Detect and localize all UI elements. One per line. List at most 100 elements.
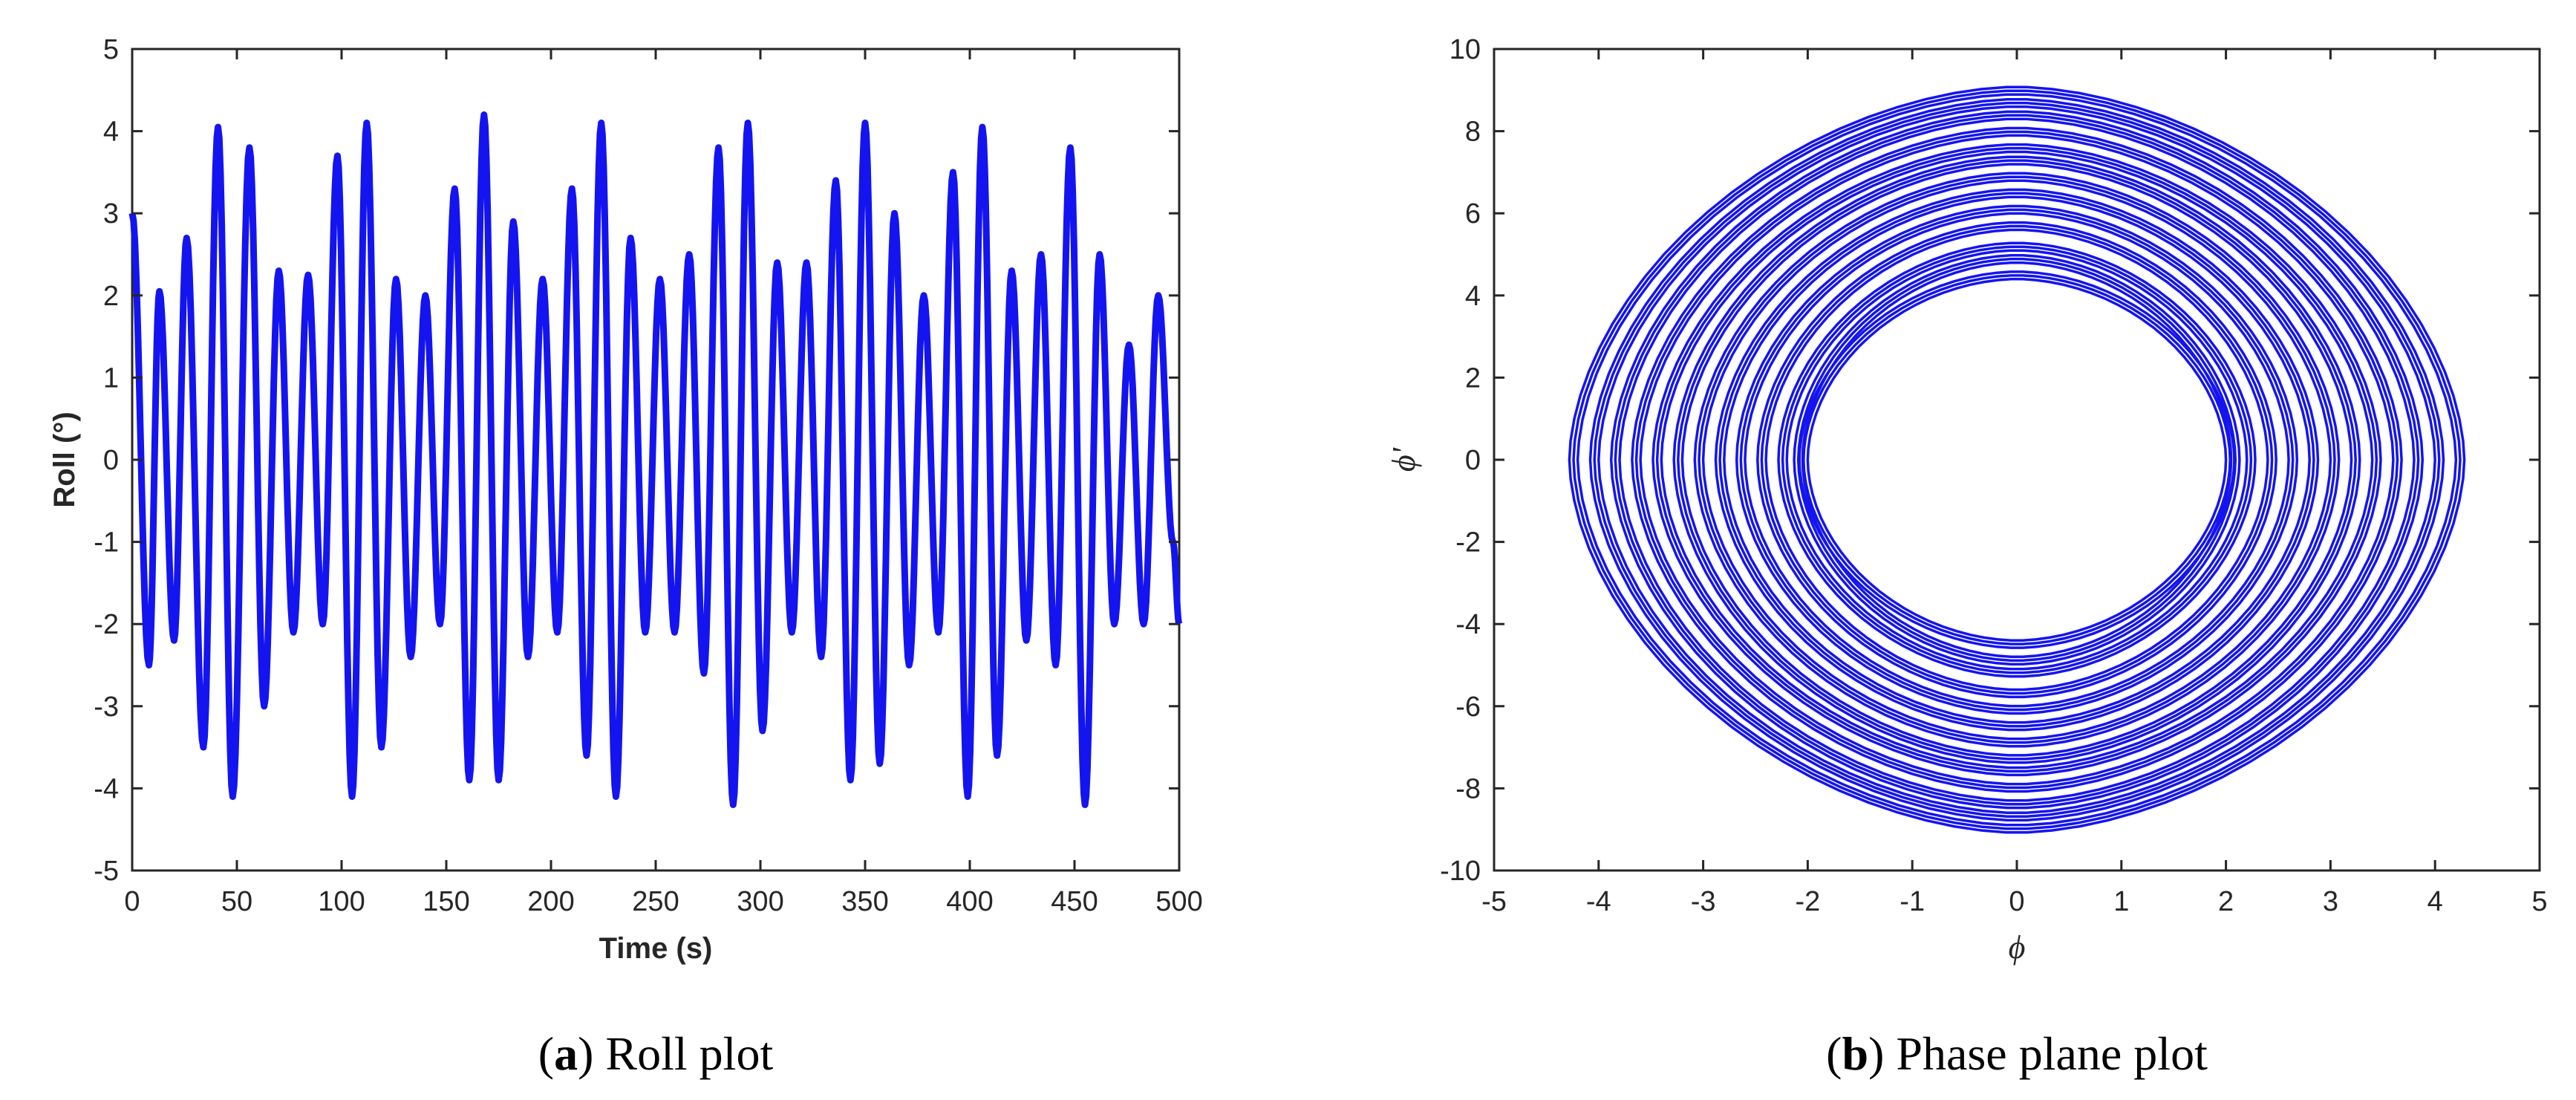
phase-orbit (1651, 143, 2382, 777)
roll-x-tick-label: 0 (124, 886, 140, 917)
phase-series (1568, 85, 2466, 834)
phase-orbit (1718, 192, 2315, 728)
roll-x-tick-label: 100 (318, 886, 365, 917)
phase-orbit (1677, 159, 2357, 761)
roll-y-tick-label: -5 (94, 856, 119, 887)
phase-orbit (1634, 130, 2399, 790)
roll-y-tick-label: -3 (94, 691, 119, 723)
roll-y-tick-label: -1 (94, 527, 119, 559)
phase-y-axis-label: ϕ' (1386, 446, 1422, 472)
phase-orbit (1781, 245, 2253, 674)
phase-x-tick-label: 3 (2323, 886, 2338, 917)
roll-x-tick-label: 450 (1051, 886, 1098, 917)
phase-orbit (1660, 150, 2374, 769)
phase-orbit (1796, 258, 2237, 662)
roll-y-tick-label: 1 (103, 362, 119, 394)
phase-y-tick-label: 8 (1465, 117, 1481, 148)
roll-x-tick-label: 150 (423, 886, 469, 917)
phase-orbit (1597, 105, 2436, 815)
phase-orbit (1735, 204, 2299, 715)
phase-orbit (1777, 241, 2257, 678)
phase-orbit (1680, 163, 2353, 757)
phase-orbit (1631, 126, 2403, 793)
roll-series (128, 111, 1183, 808)
roll-x-tick-label: 50 (221, 886, 252, 917)
roll-y-tick-label: 0 (103, 445, 119, 476)
phase-orbit (1744, 212, 2290, 708)
roll-x-tick-label: 500 (1155, 886, 1202, 917)
phase-caption-letter: b (1842, 1027, 1868, 1080)
phase-x-ticks: -5 -4 -3 -2 -1 0 1 2 3 4 5 (1481, 49, 2548, 917)
phase-y-tick-label: -6 (1455, 691, 1481, 723)
phase-orbit (1793, 254, 2241, 665)
phase-orbit (1655, 146, 2378, 773)
phase-x-tick-label: -2 (1796, 886, 1821, 917)
phase-y-tick-label: 4 (1465, 281, 1481, 312)
phase-y-tick-label: 2 (1465, 362, 1481, 394)
phase-x-tick-label: 1 (2113, 886, 2129, 917)
phase-y-tick-label: 6 (1465, 198, 1481, 230)
phase-x-tick-label: -4 (1586, 886, 1611, 917)
phase-orbit (1576, 93, 2458, 827)
roll-x-tick-label: 200 (527, 886, 574, 917)
phase-x-tick-label: 0 (2009, 886, 2024, 917)
roll-x-tick-label: 250 (632, 886, 679, 917)
phase-orbit (1568, 85, 2466, 834)
phase-orbit (1806, 278, 2228, 642)
phase-x-tick-label: 4 (2427, 886, 2443, 917)
phase-orbit (1609, 110, 2425, 810)
roll-y-ticks: -5 -4 -3 -2 -1 0 1 2 3 4 5 (94, 34, 1179, 887)
phase-orbit (1614, 114, 2420, 806)
roll-x-tick-label: 300 (737, 886, 783, 917)
phase-orbit (1588, 98, 2445, 821)
phase-x-tick-label: -1 (1900, 886, 1925, 917)
phase-orbit (1760, 224, 2274, 695)
phase-x-axis-label: ϕ (2009, 929, 2026, 966)
roll-chart: 0 50 100 150 200 250 300 350 400 450 500 -5-4-3-2-… (48, 34, 1203, 965)
phase-orbit (1639, 134, 2395, 786)
phase-orbit (1756, 221, 2277, 699)
phase-y-tick-label: -4 (1455, 609, 1481, 640)
phase-orbit (1701, 179, 2332, 741)
phase-y-tick-label: -10 (1440, 856, 1481, 887)
phase-plot-area (1493, 48, 2541, 872)
roll-x-axis-label: Time (s) (599, 932, 713, 965)
phase-x-tick-label: 2 (2218, 886, 2234, 917)
roll-caption: (a) Roll plot (538, 1027, 774, 1080)
phase-y-tick-label: -8 (1455, 773, 1481, 804)
phase-y-ticks: -10 -8 -6 -4 -2 0 2 4 6 8 10 (1440, 34, 2540, 887)
roll-y-tick-label: 4 (103, 117, 119, 148)
phase-x-tick-label: -3 (1691, 886, 1716, 917)
phase-orbit (1693, 172, 2341, 748)
roll-y-tick-label: 3 (103, 198, 119, 230)
roll-y-tick-label: 5 (103, 34, 119, 65)
phase-orbit (1593, 102, 2441, 818)
roll-x-ticks: 0 50 100 150 200 250 300 350 400 450 500 (124, 49, 1203, 917)
phase-orbit (1672, 155, 2361, 764)
phase-orbit (1572, 89, 2462, 830)
phase-orbit (1618, 117, 2416, 802)
phase-orbit (1714, 188, 2320, 732)
roll-caption-text: Roll plot (593, 1027, 773, 1080)
roll-caption-letter: a (554, 1027, 578, 1080)
phase-orbit (1723, 195, 2311, 724)
phase-orbit (1785, 249, 2249, 671)
roll-y-tick-label: 2 (103, 281, 119, 312)
phase-orbit (1801, 261, 2233, 659)
phase-y-tick-label: -2 (1455, 527, 1481, 559)
roll-y-tick-label: -4 (94, 773, 119, 804)
roll-y-tick-label: -2 (94, 609, 119, 640)
roll-x-tick-label: 350 (841, 886, 888, 917)
phase-x-tick-label: -5 (1481, 886, 1507, 917)
roll-series-line (128, 111, 1183, 808)
phase-orbit (1739, 208, 2295, 712)
roll-x-tick-label: 400 (946, 886, 993, 917)
phase-orbit (1698, 175, 2336, 744)
phase-y-tick-label: 10 (1450, 34, 1481, 65)
phase-y-tick-label: 0 (1465, 445, 1481, 476)
phase-orbit (1764, 228, 2269, 691)
phase-x-tick-label: 5 (2531, 886, 2547, 917)
roll-y-axis-label: Roll (°) (48, 411, 81, 507)
